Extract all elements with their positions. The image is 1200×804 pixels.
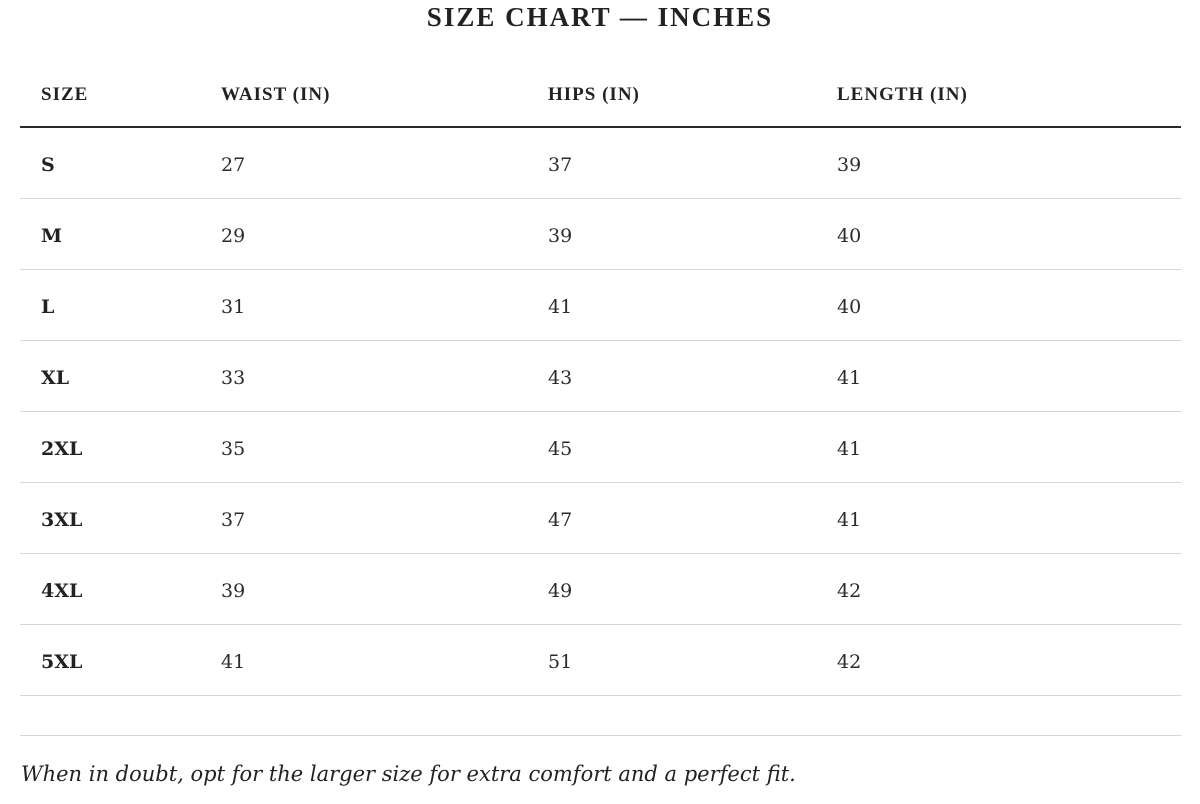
hips-cell: 47: [548, 509, 573, 531]
header-hips: HIPS (IN): [548, 84, 640, 105]
hips-cell: 39: [548, 225, 573, 247]
hips-cell: 49: [548, 580, 573, 602]
waist-cell: 33: [221, 367, 246, 389]
length-cell: 40: [837, 296, 862, 318]
length-cell: 41: [837, 438, 862, 460]
size-cell: 5XL: [41, 651, 83, 673]
table-row: 2XL 35 45 41: [20, 412, 1181, 483]
size-cell: XL: [41, 367, 70, 389]
waist-cell: 31: [221, 296, 246, 318]
length-cell: 41: [837, 509, 862, 531]
header-size: SIZE: [41, 84, 89, 105]
header-length: LENGTH (IN): [837, 84, 968, 105]
waist-cell: 35: [221, 438, 246, 460]
table-row: 4XL 39 49 42: [20, 554, 1181, 625]
size-cell: L: [41, 296, 55, 318]
hips-cell: 41: [548, 296, 573, 318]
table-row: 5XL 41 51 42: [20, 625, 1181, 696]
table-row: XL 33 43 41: [20, 341, 1181, 412]
divider: [20, 735, 1181, 736]
size-table-body: S 27 37 39 M 29 39 40 L 31 41 40 XL 33 4…: [20, 128, 1181, 696]
size-cell: S: [41, 154, 55, 176]
hips-cell: 45: [548, 438, 573, 460]
waist-cell: 41: [221, 651, 246, 673]
waist-cell: 27: [221, 154, 246, 176]
hips-cell: 51: [548, 651, 573, 673]
length-cell: 39: [837, 154, 862, 176]
size-cell: 2XL: [41, 438, 83, 460]
hips-cell: 37: [548, 154, 573, 176]
hips-cell: 43: [548, 367, 573, 389]
table-row: 3XL 37 47 41: [20, 483, 1181, 554]
waist-cell: 39: [221, 580, 246, 602]
table-row: S 27 37 39: [20, 128, 1181, 199]
size-cell: M: [41, 225, 63, 247]
table-header: SIZE WAIST (IN) HIPS (IN) LENGTH (IN): [20, 72, 1181, 128]
length-cell: 42: [837, 580, 862, 602]
header-waist: WAIST (IN): [221, 84, 331, 105]
size-cell: 4XL: [41, 580, 83, 602]
page-title: SIZE CHART — INCHES: [426, 2, 774, 32]
table-row: M 29 39 40: [20, 199, 1181, 270]
table-row: L 31 41 40: [20, 270, 1181, 341]
length-cell: 41: [837, 367, 862, 389]
waist-cell: 29: [221, 225, 246, 247]
length-cell: 40: [837, 225, 862, 247]
length-cell: 42: [837, 651, 862, 673]
fit-note: When in doubt, opt for the larger size f…: [21, 762, 796, 786]
waist-cell: 37: [221, 509, 246, 531]
size-cell: 3XL: [41, 509, 83, 531]
